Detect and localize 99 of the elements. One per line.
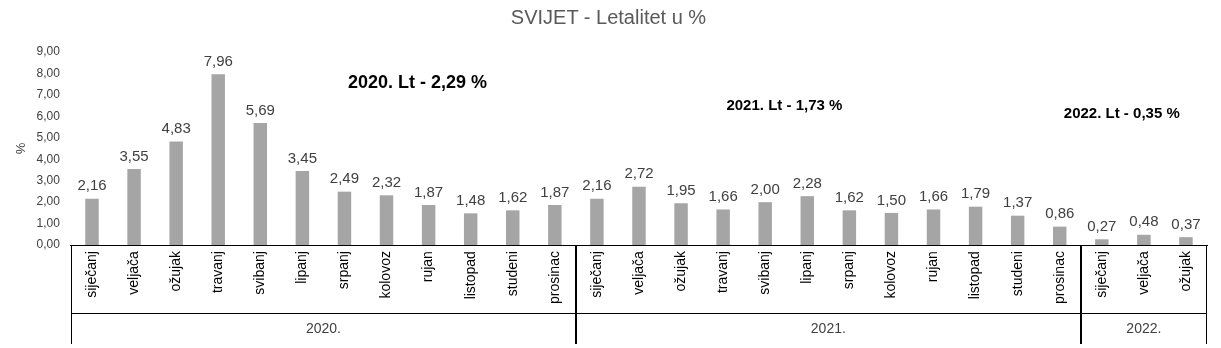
x-tick-label: ožujak [1176, 250, 1193, 292]
x-tick-label: listopad [966, 251, 983, 300]
x-tick-label: ožujak [671, 250, 688, 292]
bar [1010, 215, 1025, 246]
bar [842, 210, 857, 246]
data-label: 1,48 [456, 190, 486, 208]
data-label: 1,87 [540, 182, 570, 200]
data-label: 0,37 [1171, 214, 1201, 232]
bar [463, 213, 478, 246]
data-label: 3,55 [119, 146, 149, 164]
x-tick-label: listopad [461, 251, 478, 300]
bar [968, 206, 983, 246]
bar [253, 123, 268, 246]
bar [632, 186, 646, 246]
annotation: 2022. Lt - 0,35 % [1063, 103, 1180, 121]
data-label: 2,16 [582, 176, 612, 194]
x-tick-label: srpanj [335, 251, 352, 290]
data-label: 5,69 [245, 100, 275, 118]
bar [800, 196, 815, 246]
x-tick-label: prosinac [545, 251, 562, 304]
x-tick-label: siječanj [82, 251, 99, 298]
bar [379, 195, 394, 246]
data-label: 0,48 [1129, 212, 1159, 230]
x-tick-label: svibanj [756, 251, 773, 295]
x-tick-label: kolovoz [882, 251, 899, 299]
y-tick-label: 0,00 [36, 237, 61, 252]
bar [884, 212, 899, 246]
y-tick-label: 8,00 [36, 65, 61, 80]
x-tick-label: travanj [713, 251, 730, 294]
annotation: 2021. Lt - 1,73 % [726, 96, 843, 114]
x-tick-label: veljača [1134, 250, 1151, 295]
x-tick-label: siječanj [1092, 251, 1109, 298]
x-tick-label: kolovoz [377, 251, 394, 299]
data-label: 2,00 [750, 179, 780, 197]
bar [926, 209, 941, 246]
data-label: 1,87 [414, 182, 444, 200]
y-tick-label: 1,00 [36, 215, 61, 230]
x-tick-label: studeni [1008, 251, 1025, 297]
data-label: 0,86 [1045, 204, 1075, 222]
data-label: 1,95 [666, 180, 696, 198]
bar [548, 204, 562, 246]
text: 2022. [1126, 319, 1162, 336]
x-tick-label: rujan [924, 251, 941, 283]
bar [169, 141, 183, 246]
y-tick-label: 6,00 [36, 108, 61, 123]
data-label: 2,32 [371, 172, 402, 190]
data-label: 1,62 [834, 187, 864, 205]
x-tick-label: travanj [209, 251, 226, 294]
bar [758, 202, 772, 246]
data-label: 7,96 [203, 51, 233, 69]
data-label: 1,37 [1003, 193, 1033, 211]
data-label: 2,16 [77, 176, 107, 194]
bar [1095, 239, 1109, 246]
y-tick-label: 4,00 [36, 151, 61, 166]
y-tick-label: 3,00 [36, 173, 61, 188]
data-label: 1,50 [876, 190, 907, 208]
x-tick-label: prosinac [1050, 251, 1067, 304]
chart-title: SVIJET - Letalitet u % [510, 5, 707, 28]
x-tick-label: veljača [629, 250, 646, 295]
data-label: 2,49 [329, 169, 360, 187]
annotation: 2020. Lt - 2,29 % [347, 71, 487, 92]
x-tick-label: srpanj [840, 251, 857, 290]
data-label: 1,62 [498, 187, 528, 205]
bar [1053, 226, 1067, 246]
bar [716, 209, 730, 246]
x-tick-label: lipanj [293, 251, 310, 284]
x-tick-label: svibanj [251, 251, 268, 295]
data-label: 2,72 [624, 164, 654, 182]
x-tick-label: rujan [419, 251, 436, 283]
text: 2021. [810, 319, 846, 336]
x-tick-label: studeni [503, 251, 520, 297]
bar [506, 210, 520, 246]
data-label: 3,45 [287, 148, 317, 166]
text: 2020. [305, 319, 341, 336]
data-label: 1,66 [918, 187, 949, 205]
data-label: 2,28 [792, 173, 822, 191]
bar [1179, 237, 1193, 246]
bar [127, 168, 141, 246]
data-label: 1,79 [960, 184, 991, 202]
x-tick-label: ožujak [167, 250, 183, 292]
y-tick-label: 2,00 [36, 194, 61, 209]
x-tick-label: veljača [124, 250, 141, 295]
y-tick-label: 5,00 [36, 130, 61, 145]
data-label: 0,27 [1087, 216, 1117, 234]
y-axis-title: % [13, 142, 29, 155]
data-label: 4,83 [161, 119, 191, 137]
bar [295, 171, 310, 246]
x-tick-label: lipanj [798, 251, 815, 284]
y-tick-label: 9,00 [36, 44, 61, 59]
y-tick-label: 7,00 [36, 87, 61, 102]
bar [211, 74, 225, 246]
x-tick-label: siječanj [587, 251, 604, 298]
bar [674, 203, 688, 246]
bar [337, 191, 352, 246]
data-label: 1,66 [708, 187, 738, 205]
bar [590, 198, 604, 246]
bar [1137, 234, 1151, 246]
bar [85, 198, 99, 246]
bar [421, 204, 436, 246]
